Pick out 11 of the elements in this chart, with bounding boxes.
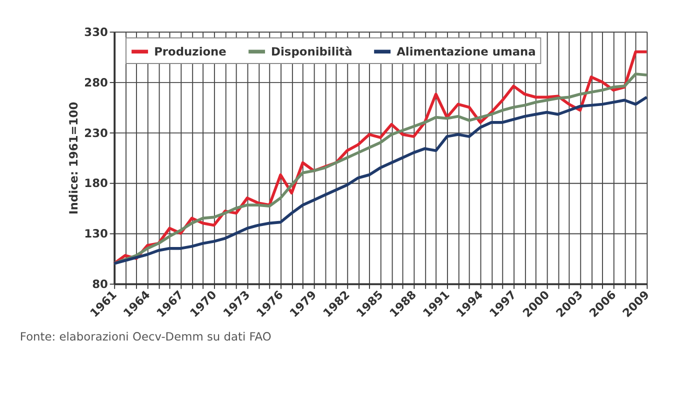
y-tick-label: 230 — [84, 126, 108, 140]
y-tick-label: 280 — [84, 75, 108, 90]
legend-label: Produzione — [154, 44, 227, 58]
y-tick-label: 330 — [84, 24, 108, 39]
legend-label: Disponibilità — [271, 44, 352, 58]
y-tick-label: 180 — [84, 176, 108, 190]
legend-label: Alimentazione umana — [396, 44, 536, 58]
y-axis-title: Indice: 1961=100 — [66, 102, 80, 214]
source-note: Fonte: elaborazioni Oecv-Demm su dati FAO — [20, 330, 272, 344]
y-tick-label: 130 — [84, 226, 108, 241]
y-tick-label: 80 — [92, 276, 108, 291]
